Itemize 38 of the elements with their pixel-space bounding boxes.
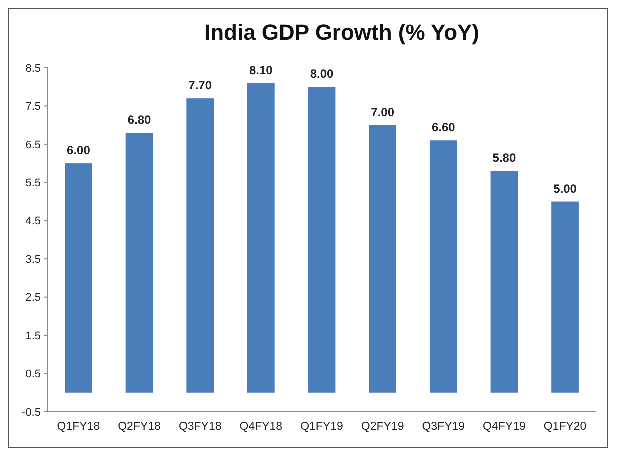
y-tick-label: 2.5: [26, 292, 41, 304]
y-tick-label: -0.5: [22, 406, 41, 419]
bar: [247, 83, 275, 393]
data-label: 8.00: [310, 67, 334, 82]
y-tick-label: 3.5: [26, 254, 41, 266]
data-label: 7.00: [371, 105, 395, 120]
bar: [308, 87, 336, 393]
data-label: 5.00: [554, 182, 578, 196]
x-tick-label: Q4FY19: [483, 421, 526, 433]
y-tick-label: 1.5: [26, 330, 41, 342]
bar: [126, 132, 154, 393]
data-label: 6.00: [67, 144, 91, 158]
bar: [552, 202, 579, 393]
x-tick-label: Q1FY20: [544, 421, 587, 433]
x-tick-label: Q1FY18: [57, 421, 100, 433]
chart-title: India GDP Growth (% YoY): [204, 20, 480, 45]
data-label: 5.80: [492, 151, 516, 166]
bar: [430, 140, 458, 393]
y-tick-label: 5.5: [26, 178, 41, 190]
x-tick-label: Q3FY19: [422, 421, 466, 433]
y-tick-label: 6.5: [26, 139, 41, 152]
bar: [490, 171, 518, 393]
x-tick-label: Q1FY19: [300, 421, 344, 433]
bar: [65, 164, 92, 393]
y-tick-label: 0.5: [26, 368, 41, 381]
data-label: 6.60: [432, 120, 456, 135]
y-tick-label: 8.5: [26, 62, 41, 75]
y-tick-label: 4.5: [26, 216, 41, 228]
bar: [369, 125, 397, 393]
x-tick-label: Q4FY18: [240, 421, 283, 433]
x-tick-label: Q2FY19: [361, 421, 404, 433]
data-label: 8.10: [250, 63, 274, 78]
x-tick-label: Q3FY18: [178, 421, 222, 433]
data-label: 6.80: [128, 112, 152, 127]
x-tick-label: Q2FY18: [118, 421, 161, 433]
y-tick-label: 7.5: [26, 101, 41, 114]
data-label: 7.70: [188, 78, 212, 93]
bar: [186, 98, 214, 393]
